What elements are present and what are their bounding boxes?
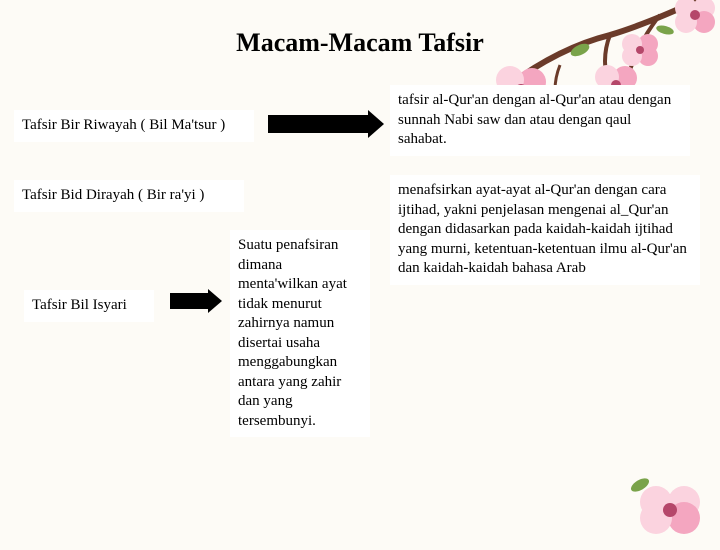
- blossom-bottom-decoration: [620, 460, 710, 550]
- isyari-label-box: Tafsir Bil Isyari: [24, 290, 154, 322]
- isyari-desc-box: Suatu penafsiran dimana menta'wilkan aya…: [230, 230, 370, 437]
- riwayah-label-box: Tafsir Bir Riwayah ( Bil Ma'tsur ): [14, 110, 254, 142]
- arrow-riwayah: [268, 110, 384, 138]
- dirayah-label-box: Tafsir Bid Dirayah ( Bir ra'yi ): [14, 180, 244, 212]
- riwayah-desc-box: tafsir al-Qur'an dengan al-Qur'an atau d…: [390, 85, 690, 156]
- page-title: Macam-Macam Tafsir: [0, 28, 720, 58]
- dirayah-desc-box: menafsirkan ayat-ayat al-Qur'an dengan c…: [390, 175, 700, 285]
- arrow-isyari: [170, 289, 222, 313]
